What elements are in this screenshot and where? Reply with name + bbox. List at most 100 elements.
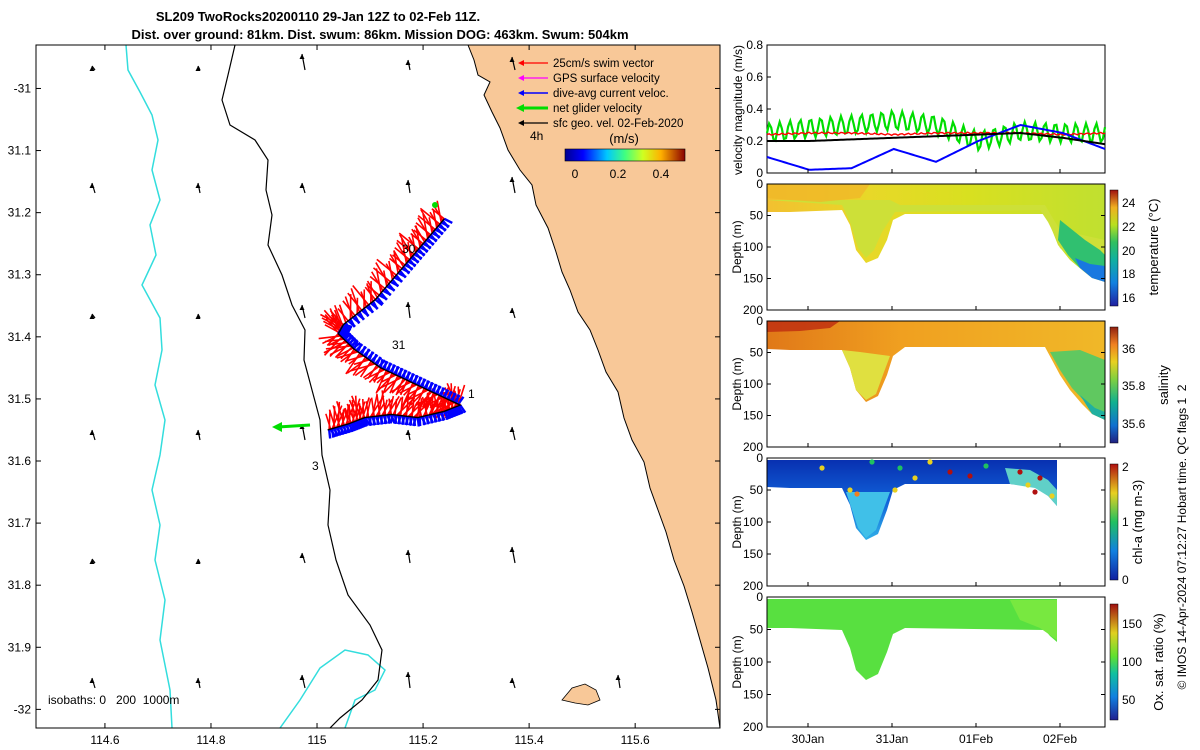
swim-vector xyxy=(401,238,408,264)
dive-vector xyxy=(447,408,455,418)
colorbar-tick-2: 0.4 xyxy=(653,167,670,181)
dive-vector xyxy=(350,338,358,348)
title-line-2: Dist. over ground: 81km. Dist. swum: 86k… xyxy=(131,27,628,42)
swim-vector xyxy=(336,351,359,359)
swim-vector xyxy=(381,399,393,416)
dive-vector xyxy=(356,343,363,353)
oxygen-ylabel: Depth (m) xyxy=(730,635,744,688)
net-glider-velocity-arrow xyxy=(277,423,311,429)
temperature-cb-tick-18: 18 xyxy=(1122,267,1136,281)
dive-vector xyxy=(374,415,381,426)
dive-vector xyxy=(398,367,403,377)
swim-vector xyxy=(390,381,412,393)
depth-tick-label: 200 xyxy=(743,720,763,734)
track-label-31: 31 xyxy=(392,338,406,352)
dive-vector xyxy=(428,235,438,242)
lat-tick-label: 31.5 xyxy=(8,392,32,406)
chla-colorbar xyxy=(1109,463,1119,581)
dive-vector xyxy=(360,345,367,356)
dive-vector xyxy=(447,390,452,401)
credit-text: © IMOS 14-Apr-2024 07:12:27 Hobart time.… xyxy=(1175,384,1189,689)
swim-vector xyxy=(359,360,372,378)
swim-vectors xyxy=(318,200,466,430)
salinity-ylabel: Depth (m) xyxy=(730,357,744,410)
vel-ytick-label: 0.6 xyxy=(746,70,763,84)
velocity-panel: 0 0.2 0.4 0.6 0.8 velocity magnitude (m/s) xyxy=(731,38,1107,180)
map-legend: 25cm/s swim vector GPS surface velocity … xyxy=(516,58,686,181)
chla-point xyxy=(1049,493,1055,499)
dive-vector xyxy=(327,429,332,439)
swim-vector xyxy=(376,258,397,276)
isobath-1000m-inner xyxy=(279,649,386,728)
dive-vector xyxy=(341,329,349,339)
dive-vector xyxy=(379,358,384,369)
swim-vector xyxy=(405,389,429,402)
velocity-y-ticks: 0 0.2 0.4 0.6 0.8 xyxy=(746,38,771,180)
swim-vector xyxy=(331,405,343,429)
depth-tick-label: 150 xyxy=(743,688,763,702)
lon-tick-label: 115.2 xyxy=(408,733,437,747)
dive-vector xyxy=(440,387,445,397)
swim-vector xyxy=(338,304,347,323)
temperature-deep-cold xyxy=(1075,258,1105,282)
dive-vector xyxy=(409,373,414,383)
dive-vector xyxy=(386,285,396,292)
isobath-200m xyxy=(221,45,383,728)
swim-vector xyxy=(407,402,423,418)
dive-vector xyxy=(436,385,441,395)
dive-vector xyxy=(413,374,418,385)
title-line-1: SL209 TwoRocks20200110 29-Jan 12Z to 02-… xyxy=(156,9,480,24)
salinity-high-band xyxy=(767,321,840,332)
swim-vector xyxy=(348,353,363,365)
swim-vector xyxy=(362,365,380,379)
swim-vector xyxy=(375,402,386,417)
chla-point xyxy=(869,459,875,465)
geo-arrowhead xyxy=(299,675,305,680)
salinity-panel: 35.6 35.8 36 salinity Depth (m) xyxy=(730,320,1171,448)
depth-tick-label: 200 xyxy=(743,303,763,317)
chla-point xyxy=(897,465,903,471)
dive-vector xyxy=(409,416,413,426)
lon-tick-label: 115.4 xyxy=(515,733,544,747)
dive-vector xyxy=(404,263,414,271)
legend-geo-label: sfc geo. vel. 02-Feb-2020 xyxy=(553,118,683,130)
chla-cb-tick-1: 1 xyxy=(1122,515,1129,529)
geo-arrowhead xyxy=(89,314,95,319)
dive-vector xyxy=(434,228,444,235)
depth-axis-ticks: 0501001502000501001502000501001502000501… xyxy=(743,177,1105,734)
depth-tick-label: 100 xyxy=(743,240,763,254)
swim-vector xyxy=(372,371,391,382)
lon-tick-label: 115 xyxy=(307,733,326,747)
salinity-cb-tick-36: 36 xyxy=(1122,342,1136,356)
salinity-colorbar xyxy=(1109,326,1119,444)
dive-vector xyxy=(374,298,384,307)
speed-colorbar xyxy=(564,148,686,162)
swim-vector xyxy=(388,260,394,280)
swim-vector xyxy=(407,386,423,396)
geo-arrowhead xyxy=(405,180,411,185)
swim-vector xyxy=(331,341,348,346)
dive-vector xyxy=(424,415,431,425)
temperature-cb-tick-24: 24 xyxy=(1122,196,1136,210)
map-axis: -31 31.1 31.2 31.3 31.4 31.5 31.6 31.7 31.8 31.9 -… xyxy=(8,45,720,747)
chla-panel: 0 1 2 chl-a (mg m-3) Depth (m) xyxy=(730,457,1145,587)
dive-vector xyxy=(339,327,347,337)
chla-cb-tick-2: 2 xyxy=(1122,460,1129,474)
depth-tick-label: 0 xyxy=(756,314,763,328)
chla-right-lobe xyxy=(1005,468,1057,506)
depth-tick-label: 0 xyxy=(756,177,763,191)
dive-vector xyxy=(440,221,450,228)
dive-vector xyxy=(445,409,453,419)
map-panel: 30 31 1 3 25cm/s swim vector GPS surface… xyxy=(8,44,721,747)
dive-vector xyxy=(459,404,467,414)
geo-arrowhead xyxy=(89,183,95,188)
dive-vector xyxy=(343,323,353,329)
dive-vector xyxy=(451,392,456,402)
geo-arrowhead xyxy=(405,550,411,555)
lat-tick-label: 31.1 xyxy=(8,144,32,158)
depth-tick-label: 100 xyxy=(743,515,763,529)
dive-vector xyxy=(456,405,464,415)
dive-vector xyxy=(390,414,396,424)
dive-vector xyxy=(443,388,449,399)
depth-tick-label: 50 xyxy=(750,623,764,637)
